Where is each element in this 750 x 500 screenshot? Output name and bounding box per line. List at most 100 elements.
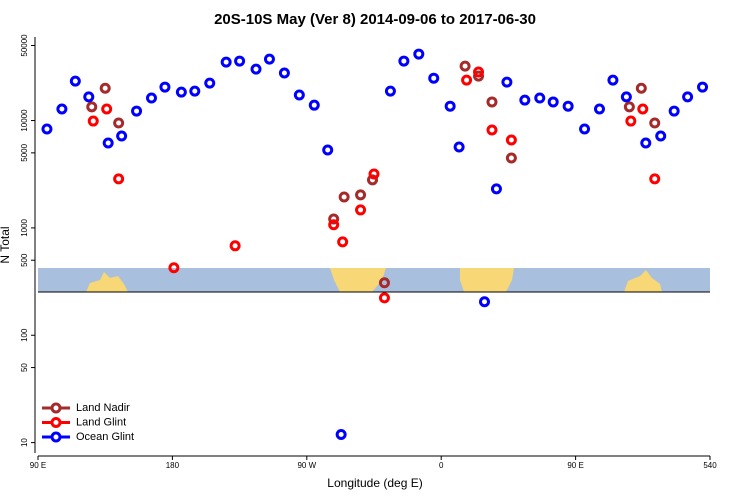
point	[623, 101, 635, 113]
point	[337, 236, 349, 248]
point	[413, 48, 425, 60]
point	[102, 137, 114, 149]
point	[278, 67, 290, 79]
point	[250, 63, 262, 75]
point	[168, 262, 180, 274]
point	[116, 130, 128, 142]
x-tick-label: 90 E	[567, 461, 583, 470]
point	[378, 292, 390, 304]
point	[159, 81, 171, 93]
point	[635, 82, 647, 94]
point	[620, 91, 632, 103]
point	[113, 117, 125, 129]
legend-marker	[50, 431, 62, 443]
point	[204, 77, 216, 89]
y-tick-label: 10000	[20, 109, 29, 132]
point	[473, 66, 485, 78]
point	[682, 91, 694, 103]
point	[83, 91, 95, 103]
x-tick-label: 540	[703, 461, 717, 470]
legend-marker	[50, 417, 62, 428]
x-axis-label: Longitude (deg E)	[327, 476, 422, 490]
point	[308, 99, 320, 111]
point	[220, 56, 232, 68]
point	[367, 174, 379, 186]
point	[56, 103, 68, 115]
point	[637, 103, 649, 115]
point	[378, 277, 390, 289]
legend-label: Ocean Glint	[76, 431, 134, 443]
point	[428, 72, 440, 84]
legend-label: Land Nadir	[76, 402, 130, 414]
point	[131, 105, 143, 117]
point	[547, 96, 559, 108]
y-tick-label: 5000	[20, 143, 29, 161]
legend-marker	[50, 402, 62, 414]
point	[640, 137, 652, 149]
point	[101, 103, 113, 115]
legend: Land Nadir Land Glint Ocean Glint	[42, 402, 134, 443]
point	[189, 85, 201, 97]
point	[328, 213, 340, 225]
x-tick-label: 180	[166, 461, 180, 470]
y-tick-label: 100	[20, 328, 29, 342]
point	[519, 94, 531, 106]
point	[368, 168, 380, 180]
point	[293, 89, 305, 101]
point	[490, 183, 502, 195]
point	[579, 123, 591, 135]
point	[41, 123, 53, 135]
point	[534, 92, 546, 104]
point	[479, 296, 491, 308]
point	[486, 96, 498, 108]
point	[229, 240, 241, 252]
point	[113, 173, 125, 185]
point	[69, 75, 81, 87]
point	[87, 115, 99, 127]
point	[649, 117, 661, 129]
point	[234, 55, 246, 67]
y-tick-label: 10	[20, 438, 29, 447]
point	[263, 53, 275, 65]
point	[384, 85, 396, 97]
point	[461, 74, 473, 86]
point	[453, 141, 465, 153]
y-axis-label: N Total	[0, 226, 12, 263]
chart-title: 20S-10S May (Ver 8) 2014-09-06 to 2017-0…	[214, 11, 536, 28]
point	[593, 103, 605, 115]
point	[562, 100, 574, 112]
point	[668, 105, 680, 117]
point	[486, 124, 498, 136]
point	[501, 76, 513, 88]
point	[86, 101, 98, 113]
point	[338, 191, 350, 203]
map-band	[38, 268, 710, 293]
legend-label: Land Glint	[76, 416, 126, 428]
y-tick-label: 50	[20, 363, 29, 372]
point	[697, 81, 709, 93]
point	[355, 204, 367, 216]
point	[625, 115, 637, 127]
point	[649, 173, 661, 185]
point	[335, 428, 347, 440]
point	[607, 74, 619, 86]
point	[655, 130, 667, 142]
point	[505, 152, 517, 164]
point	[322, 144, 334, 156]
y-tick-label: 50000	[20, 34, 29, 57]
y-tick-label: 500	[20, 253, 29, 267]
point	[398, 55, 410, 67]
point	[355, 189, 367, 201]
x-tick-label: 90 E	[30, 461, 46, 470]
point	[145, 92, 157, 104]
x-tick-label: 90 W	[297, 461, 316, 470]
point	[99, 82, 111, 94]
point	[328, 219, 340, 231]
point	[175, 86, 187, 98]
point	[459, 60, 471, 72]
point	[444, 100, 456, 112]
point	[505, 134, 517, 146]
point	[473, 70, 485, 82]
x-tick-label: 0	[439, 461, 444, 470]
